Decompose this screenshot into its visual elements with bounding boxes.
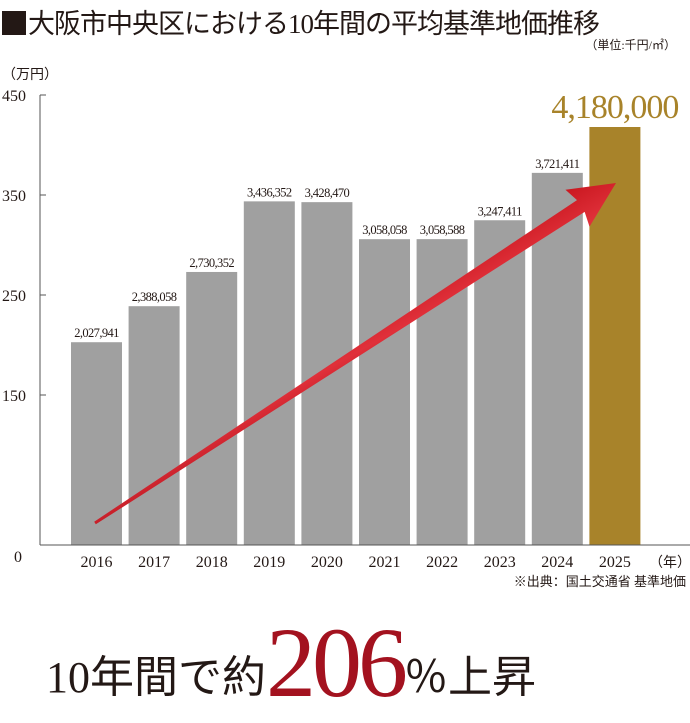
chart-title: 大阪市中央区における10年間の平均基準地価推移 — [2, 2, 600, 41]
headline-prefix: 10年間で約 — [46, 653, 266, 702]
y-tick-label-450: 450 — [2, 88, 26, 105]
bar-2019 — [243, 201, 295, 545]
x-tick-label-2019: 2019 — [253, 554, 285, 571]
x-tick-label-2017: 2017 — [138, 554, 170, 571]
headline-number: 206 — [266, 607, 408, 718]
bar-2018 — [186, 271, 238, 545]
bar-2017 — [128, 306, 180, 545]
chart-title-text: 大阪市中央区における10年間の平均基準地価推移 — [28, 9, 600, 39]
y-tick-label-250: 250 — [2, 288, 26, 305]
trend-arrow — [94, 182, 617, 525]
x-tick-label-2020: 2020 — [311, 554, 343, 571]
data-label-2020: 3,428,470 — [305, 186, 350, 200]
unit-note: （単位:千円/㎡） — [585, 38, 676, 52]
bar-2021 — [359, 239, 410, 545]
data-label-2017: 2,388,058 — [132, 290, 177, 304]
bar-2016 — [71, 342, 122, 545]
data-label-2016: 2,027,941 — [74, 326, 119, 340]
trend-arrow-icon — [94, 182, 617, 525]
data-label-2019: 3,436,352 — [247, 185, 292, 199]
x-tick-label-2025: 2025 — [599, 554, 631, 571]
bar-chart: 2,027,941 2,388,058 2,730,352 3,436,352 3,42… — [2, 88, 690, 571]
x-axis-unit: （年） — [649, 555, 690, 571]
x-tick-label-2018: 2018 — [196, 554, 228, 571]
x-tick-label-2023: 2023 — [484, 554, 516, 571]
data-label-2022: 3,058,588 — [420, 223, 465, 237]
headline-suffix: ％上昇 — [404, 653, 536, 702]
y-tick-label-0: 0 — [14, 549, 22, 566]
x-tick-label-2016: 2016 — [81, 554, 113, 571]
x-tick-label-2022: 2022 — [426, 554, 458, 571]
square-bullet-icon — [2, 11, 26, 35]
headline: 10年間で約206％上昇 — [46, 613, 536, 723]
data-label-2021: 3,058,058 — [362, 223, 407, 237]
data-label-2018: 2,730,352 — [189, 256, 234, 270]
y-axis-label: （万円） — [2, 68, 58, 83]
data-label-2024: 3,721,411 — [535, 157, 579, 171]
data-label-2023: 3,247,411 — [478, 204, 522, 218]
y-tick-label-150: 150 — [2, 388, 26, 405]
source-note: ※出典：国土交通省 基準地価 — [513, 574, 686, 589]
data-label-2025: 4,180,000 — [551, 89, 678, 126]
y-tick-label-350: 350 — [2, 188, 26, 205]
x-tick-label-2021: 2021 — [369, 554, 401, 571]
x-tick-label-2024: 2024 — [541, 554, 573, 571]
